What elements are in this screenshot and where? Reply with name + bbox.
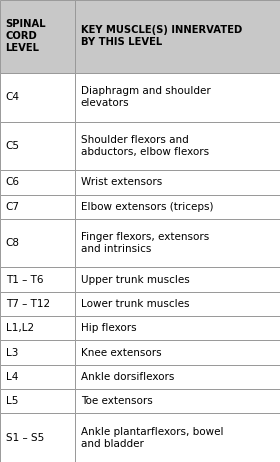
Text: L4: L4 <box>6 372 18 382</box>
Bar <box>0 292 75 316</box>
Bar <box>75 122 280 170</box>
Bar <box>0 195 75 219</box>
Text: L1,L2: L1,L2 <box>6 323 34 333</box>
Text: Hip flexors: Hip flexors <box>81 323 136 333</box>
Text: Knee extensors: Knee extensors <box>81 347 161 358</box>
Bar <box>75 267 280 292</box>
Text: T1 – T6: T1 – T6 <box>6 274 43 285</box>
Bar <box>0 340 75 365</box>
Bar <box>75 389 280 413</box>
Bar <box>75 0 280 73</box>
Bar <box>75 219 280 267</box>
Text: KEY MUSCLE(S) INNERVATED
BY THIS LEVEL: KEY MUSCLE(S) INNERVATED BY THIS LEVEL <box>81 25 242 48</box>
Bar <box>0 170 75 195</box>
Text: L5: L5 <box>6 396 18 406</box>
Text: C5: C5 <box>6 141 20 151</box>
Text: L3: L3 <box>6 347 18 358</box>
Bar <box>0 122 75 170</box>
Bar <box>75 292 280 316</box>
Text: Ankle dorsiflexors: Ankle dorsiflexors <box>81 372 174 382</box>
Text: C6: C6 <box>6 177 20 188</box>
Bar <box>0 413 75 462</box>
Text: Ankle plantarflexors, bowel
and bladder: Ankle plantarflexors, bowel and bladder <box>81 427 223 449</box>
Bar <box>0 73 75 122</box>
Text: Diaphragm and shoulder
elevators: Diaphragm and shoulder elevators <box>81 86 210 108</box>
Bar <box>75 340 280 365</box>
Text: Wrist extensors: Wrist extensors <box>81 177 162 188</box>
Text: S1 – S5: S1 – S5 <box>6 433 44 443</box>
Bar <box>0 219 75 267</box>
Text: Toe extensors: Toe extensors <box>81 396 152 406</box>
Text: Elbow extensors (triceps): Elbow extensors (triceps) <box>81 202 213 212</box>
Bar <box>75 316 280 340</box>
Text: C8: C8 <box>6 238 20 248</box>
Text: T7 – T12: T7 – T12 <box>6 299 50 309</box>
Bar <box>75 195 280 219</box>
Bar <box>0 316 75 340</box>
Text: Shoulder flexors and
abductors, elbow flexors: Shoulder flexors and abductors, elbow fl… <box>81 135 209 157</box>
Bar <box>0 0 75 73</box>
Bar <box>75 365 280 389</box>
Bar <box>75 73 280 122</box>
Text: C4: C4 <box>6 92 20 102</box>
Bar <box>75 413 280 462</box>
Bar <box>0 365 75 389</box>
Bar <box>0 389 75 413</box>
Bar <box>0 267 75 292</box>
Text: SPINAL
CORD
LEVEL: SPINAL CORD LEVEL <box>6 19 46 54</box>
Text: C7: C7 <box>6 202 20 212</box>
Text: Finger flexors, extensors
and intrinsics: Finger flexors, extensors and intrinsics <box>81 232 209 254</box>
Bar <box>75 170 280 195</box>
Text: Lower trunk muscles: Lower trunk muscles <box>81 299 189 309</box>
Text: Upper trunk muscles: Upper trunk muscles <box>81 274 189 285</box>
